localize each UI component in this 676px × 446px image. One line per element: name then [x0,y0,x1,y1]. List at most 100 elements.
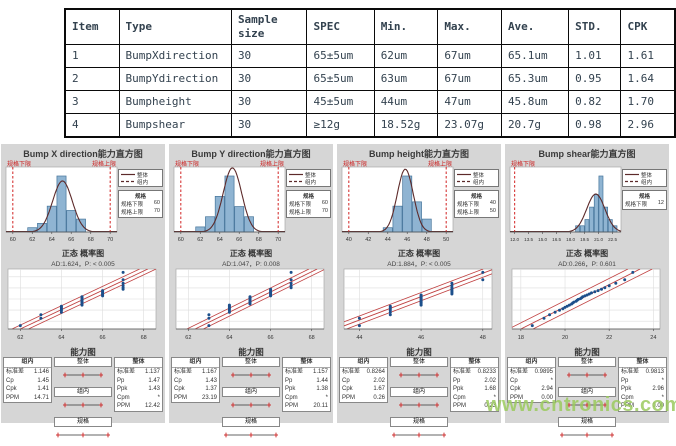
stat-row: 标准差 1.157 [283,368,330,377]
interval-plot [390,428,448,446]
spec-row-value: 60 [321,200,328,206]
spec-limit-labels: 规格下限 [511,159,620,168]
svg-text:48: 48 [480,335,486,341]
table-cell: 62um [373,44,439,68]
dashed-line-icon [625,180,639,183]
legend-line-row: 整体 [289,171,328,179]
svg-text:18: 18 [518,335,524,341]
interval-label: 规格 [558,417,616,427]
stat-box-overall: 整体 标准差 0.8233 Pp 2.02 Ppk 1.68 Cpm * PPM 0.23 [450,357,499,412]
interval-label: 组内 [558,387,616,397]
legend-line-row: 整体 [457,171,496,179]
prob-plot-title: 正态 概率图 [229,249,273,258]
svg-text:42: 42 [365,237,371,243]
stat-value: 0.9895 [534,369,553,375]
stat-label: Cpm [453,394,466,401]
prob-plot-title: 正态 概率图 [565,249,609,258]
solid-line-icon [457,173,471,176]
interval-label: 整体 [390,357,448,367]
stat-value: * [157,394,160,401]
interval-label: 整体 [558,357,616,367]
stat-row: PPM 0.26 [340,394,387,403]
table-cell: 1.61 [620,44,676,68]
table-cell: 30 [230,113,308,138]
table-cell: 1.64 [620,67,676,91]
interval-line [567,372,607,378]
stat-label: Cpk [6,386,17,392]
stat-label: PPM [6,394,20,401]
stat-label: Pp [285,377,293,384]
spec-row-label: 规格上限 [289,210,312,216]
stat-row: Ppk 1.38 [283,385,330,394]
capability-charts: Bump X direction能力直方图 规格下限 规格上限 60 62 64 66 68 7… [1,144,676,438]
svg-text:62: 62 [197,237,203,243]
legend-line-label: 组内 [473,179,485,186]
usl-label: 规格上限 [259,162,284,168]
capability-title: 能力图 [574,347,600,357]
stat-label: Cp [174,377,182,384]
table-cell: 65±5um [306,44,375,68]
svg-text:64: 64 [217,237,223,243]
dashed-line-icon [121,180,135,183]
interval-plot [54,398,112,416]
stat-value: 1.68 [484,386,496,392]
legend: 整体 组内规格 规格下限 40 规格上限 50 [454,169,499,221]
table-cell: 20.7g [500,113,570,138]
stat-label: 标准差 [6,369,25,375]
spec-row-label: 规格下限 [289,202,312,208]
stat-value: 0.8264 [366,369,385,375]
stat-label: Cpm [285,394,298,401]
legend-spec-row: 规格下限 40 [457,200,496,208]
stat-row: Cpm * [619,394,666,403]
legend-spec: 规格 规格下限 40 规格上限 50 [454,190,499,218]
table-header: Min. [373,8,439,45]
table-cell: 18.52g [373,113,439,138]
stat-value: 2.94 [541,386,553,392]
legend-line-label: 组内 [641,179,653,186]
table-cell: 3 [64,90,120,114]
table-cell: 30 [230,90,308,114]
lsl-label: 规格下限 [343,162,368,168]
stat-value: 1.38 [316,386,328,392]
stat-row: 标准差 0.9813 [619,368,666,377]
stat-label: PPM [621,403,635,409]
table-cell: 1.01 [568,44,622,68]
svg-text:70: 70 [275,237,281,243]
stat-label: 标准差 [117,369,136,375]
stat-row: Pp 1.44 [283,377,330,386]
interval-line [231,402,271,408]
table-cell: 1 [64,44,120,68]
stat-box-title: 整体 [451,358,498,368]
spec-row-label: 规格上限 [121,210,144,216]
stat-value: 12.42 [144,403,160,409]
svg-text:48: 48 [424,237,430,243]
stat-value: * [661,394,664,401]
table-cell: 4 [64,113,120,138]
capability-title: 能力图 [406,347,432,357]
table-cell: ≥12g [306,113,375,138]
stat-row: Cpk 1.67 [340,385,387,394]
table-header: Sample size [230,8,308,45]
histogram-plot: 12.0 13.5 15.0 16.5 18.0 19.5 21.0 22.5 [509,166,622,242]
dashed-line-icon [457,180,471,183]
table-row: 1 BumpXdirection 30 65±5um 62um 67um 65.1um 1.0… [64,44,676,68]
interval-line [56,432,110,438]
legend-spec-row: 规格下限 60 [121,200,160,208]
capability-row: 组内 标准差 0.8264 Cp 2.02 Cpk 1.67 PPM 0.26 整体 组内 规格 整体标… [339,357,499,446]
stat-value: * [325,394,328,401]
svg-text:22.5: 22.5 [608,237,617,242]
stat-row: Ppk 2.96 [619,385,666,394]
chart-title: Bump Y direction能力直方图 [191,149,311,159]
stat-label: Cp [510,377,518,384]
svg-text:16.5: 16.5 [552,237,561,242]
svg-text:46: 46 [418,335,424,341]
table-cell: 45.8um [500,90,570,114]
stat-row: Cpk 1.41 [4,385,51,394]
svg-text:50: 50 [443,237,449,243]
svg-text:12.0: 12.0 [510,237,519,242]
stat-box-within: 组内 标准差 0.8264 Cp 2.02 Cpk 1.67 PPM 0.26 [339,357,388,403]
legend-line-label: 整体 [641,172,653,179]
interval-plot [558,398,616,416]
spec-row-label: 规格下限 [121,202,144,208]
capability-title: 能力图 [238,347,264,357]
